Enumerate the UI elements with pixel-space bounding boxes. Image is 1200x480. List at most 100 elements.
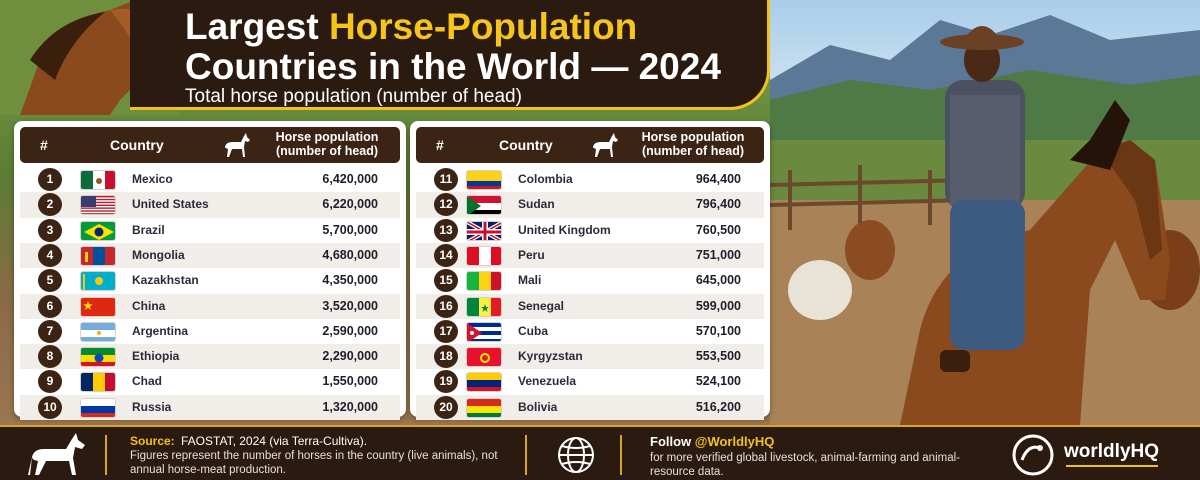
flag-icon-china xyxy=(80,297,116,317)
flag-icon-russia xyxy=(80,398,116,418)
flag-icon-argentina xyxy=(80,322,116,342)
country-name: Cuba xyxy=(518,324,548,338)
header-country: Country xyxy=(499,137,553,153)
rank-badge: 20 xyxy=(434,396,458,419)
flag-icon-mali xyxy=(466,271,502,291)
table-row: 2 United States 6,220,000 xyxy=(20,192,400,217)
table-row: 17 Cuba 570,100 xyxy=(416,319,764,344)
country-name: Kazakhstan xyxy=(132,273,199,287)
follow-handle[interactable]: @WorldlyHQ xyxy=(695,434,775,449)
header-population: Horse population (number of head) xyxy=(628,130,758,158)
source-label: Source: xyxy=(130,434,175,448)
country-name: Chad xyxy=(132,374,162,388)
country-name: Sudan xyxy=(518,197,555,211)
horse-icon xyxy=(220,131,252,159)
population-value: 524,100 xyxy=(651,374,741,388)
population-value: 2,590,000 xyxy=(288,324,378,338)
cowboy-photo xyxy=(770,0,1200,425)
country-name: Brazil xyxy=(132,223,165,237)
flag-icon-uk xyxy=(466,221,502,241)
population-value: 5,700,000 xyxy=(288,223,378,237)
rank-badge: 14 xyxy=(434,244,458,267)
population-value: 964,400 xyxy=(651,172,741,186)
country-name: Mali xyxy=(518,273,541,287)
brand-underline xyxy=(1066,465,1158,467)
population-value: 1,320,000 xyxy=(288,400,378,414)
table-row: 5 Kazakhstan 4,350,000 xyxy=(20,268,400,293)
rank-badge: 7 xyxy=(38,320,62,343)
rank-badge: 13 xyxy=(434,219,458,242)
globe-icon xyxy=(556,435,596,475)
country-name: Mongolia xyxy=(132,248,185,262)
flag-icon-chad xyxy=(80,372,116,392)
table-row: 18 Kyrgyzstan 553,500 xyxy=(416,344,764,369)
population-value: 516,200 xyxy=(651,400,741,414)
footer: Source: FAOSTAT, 2024 (via Terra-Cultiva… xyxy=(0,425,1200,480)
table-row: 13 United Kingdom 760,500 xyxy=(416,218,764,243)
country-name: Venezuela xyxy=(518,374,576,388)
footer-divider xyxy=(620,435,622,475)
ranking-panel-right: # Country Horse population (number of hea… xyxy=(410,121,770,417)
rank-badge: 18 xyxy=(434,345,458,368)
rank-badge: 15 xyxy=(434,269,458,292)
flag-icon-kyrgyzstan xyxy=(466,347,502,367)
header-country: Country xyxy=(110,137,164,153)
rank-badge: 11 xyxy=(434,168,458,191)
chart-subtitle: Total horse population (number of head) xyxy=(185,86,522,108)
flag-icon-peru xyxy=(466,246,502,266)
country-name: Ethiopia xyxy=(132,349,179,363)
header-rank: # xyxy=(40,137,48,153)
population-value: 6,420,000 xyxy=(288,172,378,186)
footer-divider xyxy=(105,435,107,475)
source-note: Figures represent the number of horses i… xyxy=(130,449,520,477)
population-value: 1,550,000 xyxy=(288,374,378,388)
table-row: 16 Senegal 599,000 xyxy=(416,294,764,319)
table-row: 3 Brazil 5,700,000 xyxy=(20,218,400,243)
ranking-panel-left: # Country Horse population (number of hea… xyxy=(14,121,406,417)
source-text: FAOSTAT, 2024 (via Terra-Cultiva). xyxy=(181,434,367,448)
country-name: China xyxy=(132,299,165,313)
country-name: Bolivia xyxy=(518,400,557,414)
chart-title-highlight: Horse-Population xyxy=(329,6,637,47)
table-row: 8 Ethiopia 2,290,000 xyxy=(20,344,400,369)
flag-icon-colombia xyxy=(466,170,502,190)
table-row: 10 Russia 1,320,000 xyxy=(20,395,400,420)
population-value: 553,500 xyxy=(651,349,741,363)
country-name: Senegal xyxy=(518,299,564,313)
population-value: 796,400 xyxy=(651,197,741,211)
population-value: 4,680,000 xyxy=(288,248,378,262)
flag-icon-mexico xyxy=(80,170,116,190)
rank-badge: 10 xyxy=(38,396,62,419)
chart-title-line2: Countries in the World — 2024 xyxy=(185,46,721,88)
population-value: 570,100 xyxy=(651,324,741,338)
table-header-right: # Country Horse population (number of hea… xyxy=(416,127,764,163)
table-row: 4 Mongolia 4,680,000 xyxy=(20,243,400,268)
country-name: Argentina xyxy=(132,324,188,338)
flag-icon-sudan xyxy=(466,195,502,215)
population-value: 4,350,000 xyxy=(288,273,378,287)
horse-icon xyxy=(588,131,620,159)
brand-name: worldlyHQ xyxy=(1064,441,1159,463)
rank-badge: 9 xyxy=(38,370,62,393)
rank-badge: 6 xyxy=(38,295,62,318)
rank-badge: 4 xyxy=(38,244,62,267)
population-value: 751,000 xyxy=(651,248,741,262)
table-row: 11 Colombia 964,400 xyxy=(416,167,764,192)
table-row: 20 Bolivia 516,200 xyxy=(416,395,764,420)
country-name: Peru xyxy=(518,248,545,262)
population-value: 760,500 xyxy=(651,223,741,237)
rank-badge: 2 xyxy=(38,193,62,216)
rank-badge: 16 xyxy=(434,295,458,318)
header-population: Horse population (number of head) xyxy=(262,130,392,158)
rank-badge: 12 xyxy=(434,193,458,216)
header-rank: # xyxy=(436,137,444,153)
population-value: 3,520,000 xyxy=(288,299,378,313)
country-name: Kyrgyzstan xyxy=(518,349,583,363)
worldlyhq-logo-icon xyxy=(1010,432,1056,478)
country-name: Mexico xyxy=(132,172,173,186)
rank-badge: 8 xyxy=(38,345,62,368)
population-value: 2,290,000 xyxy=(288,349,378,363)
flag-icon-mongolia xyxy=(80,246,116,266)
table-row: 19 Venezuela 524,100 xyxy=(416,369,764,394)
table-row: 7 Argentina 2,590,000 xyxy=(20,319,400,344)
